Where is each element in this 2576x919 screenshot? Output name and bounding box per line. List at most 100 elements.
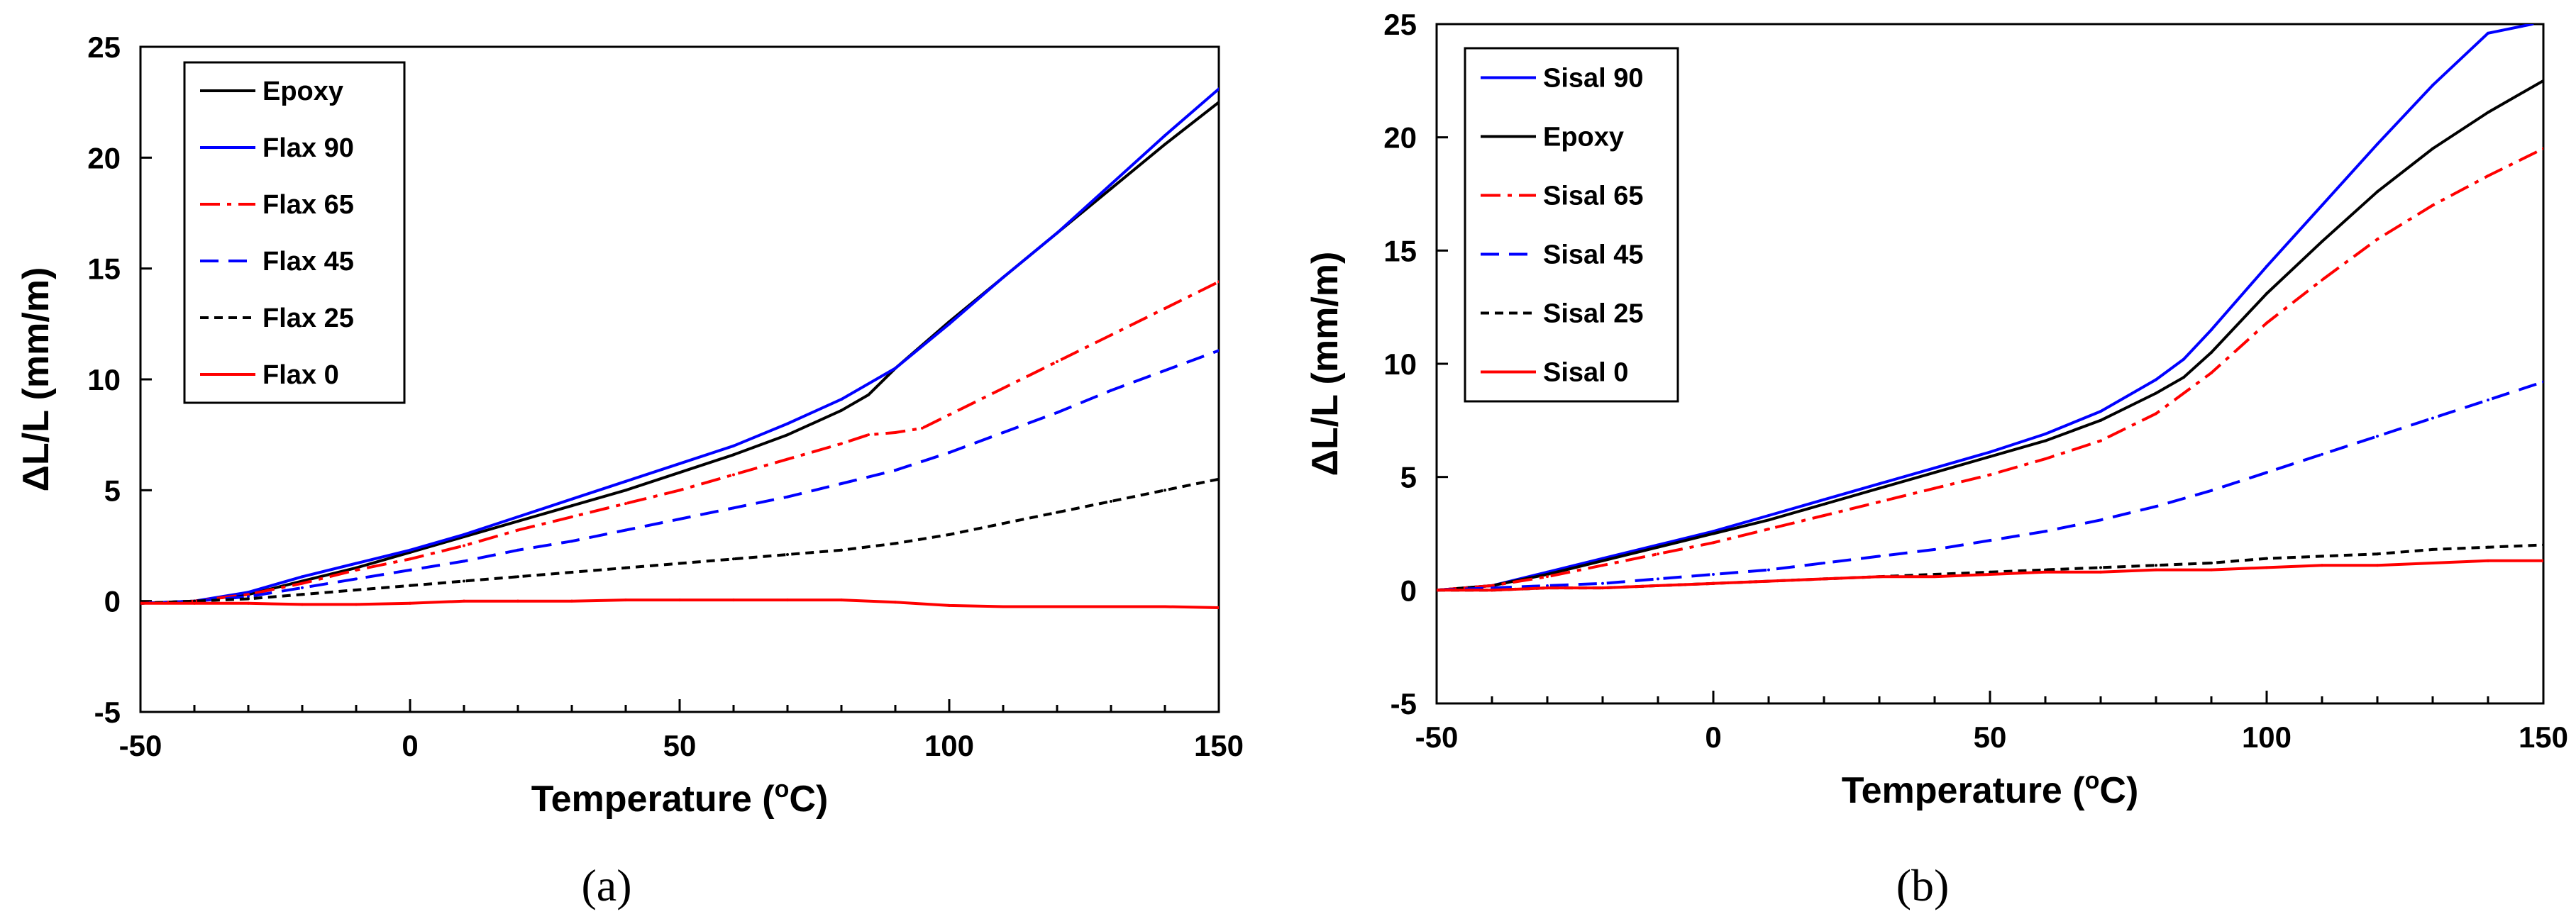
y-tick-label: 25 — [87, 30, 121, 64]
legend-label: Flax 45 — [262, 247, 354, 277]
data-point-flax-25 — [1002, 522, 1005, 525]
series-sisal-65 — [1437, 147, 2543, 592]
data-point-flax-45 — [894, 469, 897, 472]
y-tick-label: 0 — [1400, 574, 1417, 607]
data-point-sisal-25 — [2099, 566, 2102, 569]
data-point-flax-0 — [570, 599, 573, 603]
data-point-epoxy — [1601, 559, 1604, 562]
data-point-sisal-90 — [1878, 482, 1881, 486]
data-point-sisal-65 — [2044, 457, 2047, 461]
data-point-sisal-45 — [2431, 416, 2434, 420]
data-point-flax-90 — [516, 515, 519, 518]
data-point-sisal-0 — [1657, 584, 1659, 587]
legend-label: Sisal 90 — [1543, 64, 1644, 94]
data-point-sisal-25 — [2265, 557, 2268, 560]
data-point-flax-25 — [624, 566, 627, 569]
data-point-flax-90 — [1056, 231, 1058, 235]
data-point-epoxy — [2321, 240, 2323, 243]
data-point-flax-65 — [786, 457, 789, 461]
data-point-flax-45 — [409, 568, 411, 572]
data-point-epoxy — [570, 504, 573, 508]
data-point-epoxy — [624, 489, 627, 492]
data-point-flax-90 — [570, 497, 573, 501]
data-point-flax-25 — [840, 548, 843, 552]
data-point-flax-90 — [948, 322, 951, 325]
data-point-sisal-90 — [2210, 328, 2213, 332]
data-point-sisal-65 — [2099, 439, 2102, 442]
data-point-flax-90 — [678, 462, 681, 465]
legend-label: Epoxy — [262, 77, 343, 106]
data-point-sisal-65 — [2155, 412, 2157, 416]
data-point-sisal-0 — [1712, 581, 1715, 585]
data-point-sisal-0 — [2044, 570, 2047, 574]
data-point-sisal-45 — [1767, 568, 1770, 572]
data-point-epoxy — [1823, 502, 1825, 506]
legend-label: Epoxy — [1543, 123, 1624, 152]
data-point-flax-0 — [516, 599, 519, 603]
y-tick-label: 15 — [87, 252, 121, 286]
y-tick-label: 20 — [1383, 121, 1417, 155]
data-point-flax-45 — [1217, 349, 1219, 352]
y-axis-title: ΔL/L (mm/m) — [16, 267, 57, 492]
data-point-sisal-25 — [2044, 568, 2047, 572]
data-point-sisal-45 — [2376, 435, 2379, 438]
data-point-sisal-0 — [1989, 572, 1991, 576]
data-point-epoxy — [2542, 79, 2543, 82]
data-point-sisal-45 — [2487, 399, 2489, 402]
data-point-sisal-90 — [2431, 84, 2434, 87]
data-point-flax-90 — [463, 533, 465, 536]
data-point-flax-90 — [301, 575, 304, 579]
data-point-flax-25 — [193, 599, 196, 603]
data-point-flax-65 — [1056, 360, 1058, 363]
y-axis-title: ΔL/L (mm/m) — [1305, 252, 1346, 477]
x-axis-title: Temperature (oC) — [531, 776, 829, 820]
data-point-sisal-90 — [2376, 143, 2379, 146]
data-point-flax-25 — [247, 597, 250, 601]
y-tick-label: 0 — [104, 585, 121, 618]
data-point-flax-90 — [1217, 87, 1219, 91]
data-point-flax-65 — [678, 489, 681, 492]
data-point-flax-45 — [948, 451, 951, 455]
data-point-flax-0 — [1002, 605, 1005, 608]
data-point-flax-65 — [624, 502, 627, 506]
data-point-sisal-0 — [1546, 586, 1549, 590]
data-point-epoxy — [2044, 439, 2047, 442]
data-point-sisal-0 — [2376, 564, 2379, 567]
data-point-flax-65 — [894, 431, 897, 435]
data-point-flax-65 — [840, 442, 843, 445]
series-flax-0 — [140, 598, 1219, 610]
data-point-sisal-90 — [2155, 378, 2157, 381]
series-sisal-45 — [1437, 380, 2543, 592]
data-point-flax-25 — [678, 562, 681, 565]
data-point-flax-90 — [1002, 276, 1005, 279]
data-point-sisal-45 — [1546, 584, 1549, 587]
data-point-flax-25 — [1163, 489, 1166, 492]
data-point-flax-90 — [840, 398, 843, 401]
data-point-flax-65 — [1110, 333, 1112, 337]
data-point-sisal-65 — [1657, 552, 1659, 556]
data-point-epoxy — [2155, 391, 2157, 395]
x-axis-title: Temperature (oC) — [1842, 767, 2139, 811]
legend: Sisal 90 Epoxy Sisal 65 Sisal 45 Sisal 25 Sis… — [1464, 47, 1679, 403]
data-point-flax-65 — [867, 433, 870, 437]
y-tick-label: 20 — [87, 141, 121, 174]
series-epoxy — [1437, 79, 2543, 592]
data-point-epoxy — [1110, 187, 1112, 191]
data-point-flax-25 — [786, 553, 789, 557]
data-point-sisal-65 — [1767, 528, 1770, 531]
data-point-flax-90 — [732, 444, 735, 447]
x-tick-label: 100 — [924, 729, 974, 762]
y-tick-label: 5 — [1400, 461, 1417, 494]
data-point-epoxy — [840, 408, 843, 412]
data-point-flax-45 — [786, 495, 789, 499]
series-line-sisal-90 — [1437, 24, 2533, 592]
data-point-sisal-65 — [2210, 371, 2213, 374]
series-flax-25 — [140, 477, 1219, 605]
data-point-sisal-65 — [2376, 238, 2379, 241]
data-point-sisal-90 — [1823, 498, 1825, 501]
data-point-sisal-65 — [1933, 486, 1936, 490]
data-point-sisal-90 — [2531, 24, 2534, 26]
data-point-flax-0 — [193, 601, 196, 605]
